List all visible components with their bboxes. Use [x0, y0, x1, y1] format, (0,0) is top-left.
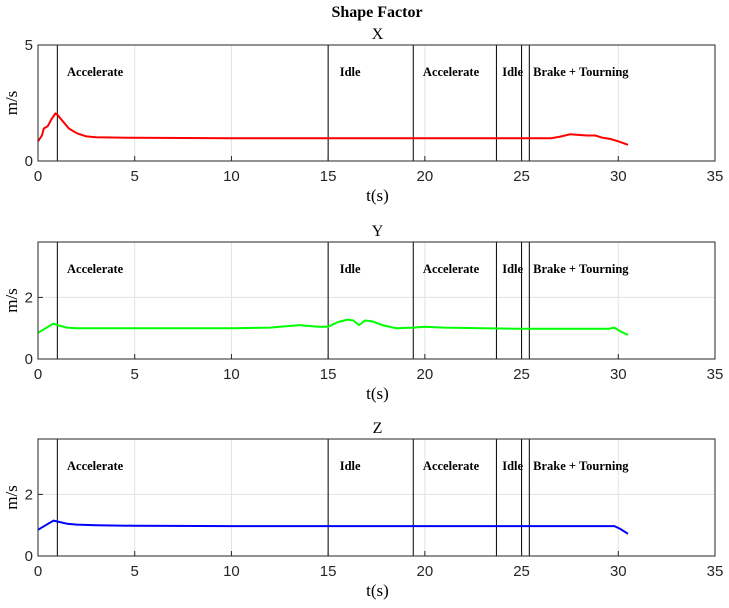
phase-annotation: Accelerate: [423, 65, 480, 79]
phase-annotation: Idle: [340, 262, 361, 276]
x-tick-label: 35: [707, 168, 724, 185]
data-series-line: [37, 318, 629, 336]
y-axis-label: m/s: [2, 91, 21, 116]
x-tick-label: 35: [707, 563, 724, 580]
y-tick-label: 2: [25, 486, 33, 503]
x-tick-label: 35: [707, 366, 724, 383]
x-tick-label: 15: [320, 168, 337, 185]
x-axis-label: t(s): [366, 581, 389, 600]
phase-annotation: Accelerate: [423, 459, 480, 473]
subplot-title: Z: [373, 420, 383, 437]
x-tick-label: 0: [34, 366, 42, 383]
phase-annotation: Idle: [502, 65, 523, 79]
x-tick-label: 0: [34, 168, 42, 185]
y-axis-label: m/s: [2, 485, 21, 510]
x-tick-label: 10: [223, 366, 240, 383]
subplot-y: 0 5 10 15 20 25 30 35 0 2 Yt(s) m/s Accelerate Idle Ac…: [2, 223, 723, 403]
x-tick-label: 10: [223, 563, 240, 580]
x-tick-label: 0: [34, 563, 42, 580]
phase-annotation: Idle: [340, 459, 361, 473]
x-tick-label: 30: [610, 366, 627, 383]
phase-annotation: Accelerate: [423, 262, 480, 276]
y-tick-label: 0: [25, 351, 33, 368]
y-tick-label: 2: [25, 289, 33, 306]
subplot-title: X: [372, 26, 384, 43]
y-tick-label: 5: [25, 37, 33, 54]
phase-annotation: Brake + Tourning: [533, 65, 629, 79]
plot-area: [38, 45, 715, 161]
x-axis-label: t(s): [366, 384, 389, 403]
x-tick-label: 15: [320, 366, 337, 383]
x-tick-label: 25: [513, 168, 530, 185]
phase-annotation: Idle: [502, 262, 523, 276]
axes-box: [37, 241, 716, 360]
x-tick-label: 25: [513, 366, 530, 383]
phase-annotation: Accelerate: [67, 459, 124, 473]
plot-area: [38, 439, 715, 556]
phase-annotation: Idle: [340, 65, 361, 79]
data-series-line: [37, 519, 629, 535]
axes-box: [37, 438, 716, 557]
subplot-z: 0 5 10 15 20 25 30 35 0 2 Zt(s) m/s Accelerate Idle Ac…: [2, 420, 723, 600]
phase-annotation: Idle: [502, 459, 523, 473]
subplot-title: Y: [372, 223, 384, 240]
x-tick-label: 30: [610, 563, 627, 580]
x-tick-label: 15: [320, 563, 337, 580]
x-tick-label: 10: [223, 168, 240, 185]
y-tick-label: 0: [25, 153, 33, 170]
x-tick-label: 20: [417, 563, 434, 580]
x-axis-label: t(s): [366, 186, 389, 205]
phase-annotation: Brake + Tourning: [533, 459, 629, 473]
plot-area: [38, 242, 715, 359]
phase-annotation: Accelerate: [67, 65, 124, 79]
x-tick-label: 5: [131, 366, 139, 383]
x-tick-label: 25: [513, 563, 530, 580]
x-tick-label: 5: [131, 563, 139, 580]
x-tick-label: 20: [417, 168, 434, 185]
figure-title: Shape Factor: [331, 4, 422, 21]
x-tick-label: 20: [417, 366, 434, 383]
y-axis-label: m/s: [2, 288, 21, 313]
x-tick-label: 5: [131, 168, 139, 185]
phase-annotation: Accelerate: [67, 262, 124, 276]
data-series-line: [37, 112, 629, 146]
axes-box: [37, 44, 716, 162]
subplot-x: 0 5 10 15 20 25 30 35 0 5 Xt(s) m/s Accelerate Idle Ac…: [2, 26, 723, 205]
y-tick-label: 0: [25, 548, 33, 565]
x-tick-label: 30: [610, 168, 627, 185]
phase-annotation: Brake + Tourning: [533, 262, 629, 276]
